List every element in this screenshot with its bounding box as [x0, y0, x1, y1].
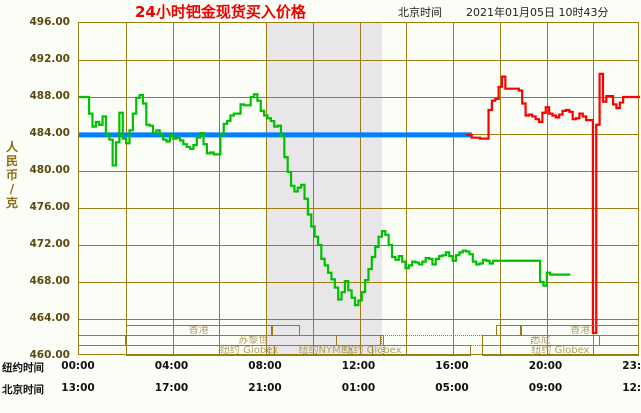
session-bar: 纽约 Globex [481, 345, 639, 356]
x-tick-label-bj: 17:00 [154, 382, 189, 394]
series-line-2 [466, 72, 640, 334]
x-tick-label-bj: 01:00 [341, 382, 376, 394]
grid-line-horizontal [79, 171, 638, 172]
grid-line-vertical [453, 23, 454, 354]
x-tick-label-ny: 20:00 [528, 360, 563, 372]
grid-line-horizontal [79, 208, 638, 209]
timezone-label: 北京时间 [398, 6, 442, 19]
y-tick-label: 492.00 [29, 53, 70, 65]
y-tick-label: 476.00 [29, 201, 70, 213]
grid-line-vertical-minor [126, 23, 127, 354]
x-tick-label-ny: 00:00 [61, 360, 95, 372]
y-tick-label: 480.00 [29, 164, 70, 176]
x-axis-row1-label: 纽约时间 [2, 362, 44, 374]
x-tick-label-ny: 04:00 [154, 360, 189, 372]
grid-line-vertical [547, 23, 548, 354]
x-tick-label-bj: 21:00 [248, 382, 282, 394]
page-title: 24小时钯金现货买入价格 [135, 3, 306, 21]
y-tick-label: 468.00 [29, 275, 70, 287]
plot-area [78, 22, 640, 355]
x-tick-label-bj: 09:00 [528, 382, 563, 394]
session-bar: 纽约 Globex [125, 345, 373, 356]
series-line-3 [79, 93, 571, 307]
grid-line-vertical-minor [500, 23, 501, 354]
session-bar: 纽约 Globex [274, 345, 471, 356]
series-lines [79, 72, 640, 334]
grid-line-vertical-minor [313, 23, 314, 354]
grid-line-horizontal [79, 282, 638, 283]
y-axis-title: 人民币 / 克 [5, 140, 18, 210]
grid-line-vertical [266, 23, 267, 354]
x-tick-label-bj: 12:59 [622, 382, 641, 394]
y-tick-label: 472.00 [29, 238, 70, 250]
market-session-bars: 香港 香港 苏黎世 悉尼 纽约 Globex 纽约NYMEX 纽约 Globex 纽约 Glo… [78, 325, 639, 356]
y-tick-label: 464.00 [29, 312, 70, 324]
session-bar [78, 335, 126, 346]
grid-line-vertical-minor [219, 23, 220, 354]
grid-line-horizontal [79, 60, 638, 61]
x-tick-label-bj: 13:00 [61, 382, 95, 394]
grid-line-horizontal [79, 319, 638, 320]
x-tick-label-ny: 08:00 [248, 360, 282, 372]
y-tick-label: 496.00 [29, 16, 70, 28]
y-tick-label: 460.00 [29, 349, 70, 361]
grid-line-vertical [173, 23, 174, 354]
grid-line-horizontal [79, 245, 638, 246]
y-tick-label: 484.00 [29, 127, 70, 139]
x-tick-label-ny: 23:59 [622, 360, 641, 372]
x-axis-row2-label: 北京时间 [2, 384, 44, 396]
y-tick-label: 488.00 [29, 90, 70, 102]
x-tick-label-ny: 16:00 [435, 360, 469, 372]
grid-line-horizontal [79, 97, 638, 98]
x-tick-label-bj: 05:00 [435, 382, 469, 394]
x-tick-label-ny: 12:00 [341, 360, 376, 372]
grid-line-vertical [360, 23, 361, 354]
timestamp: 2021年01月05日 10时43分 [466, 6, 609, 19]
grid-line-vertical-minor [406, 23, 407, 354]
